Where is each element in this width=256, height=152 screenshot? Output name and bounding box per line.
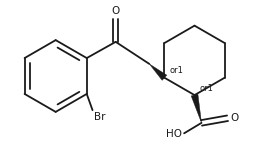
Text: HO: HO	[166, 130, 182, 139]
Polygon shape	[191, 94, 201, 123]
Polygon shape	[149, 64, 167, 80]
Text: or1: or1	[169, 66, 183, 75]
Text: O: O	[230, 113, 239, 123]
Text: Br: Br	[94, 112, 106, 123]
Text: or1: or1	[199, 84, 213, 93]
Text: O: O	[112, 6, 120, 16]
